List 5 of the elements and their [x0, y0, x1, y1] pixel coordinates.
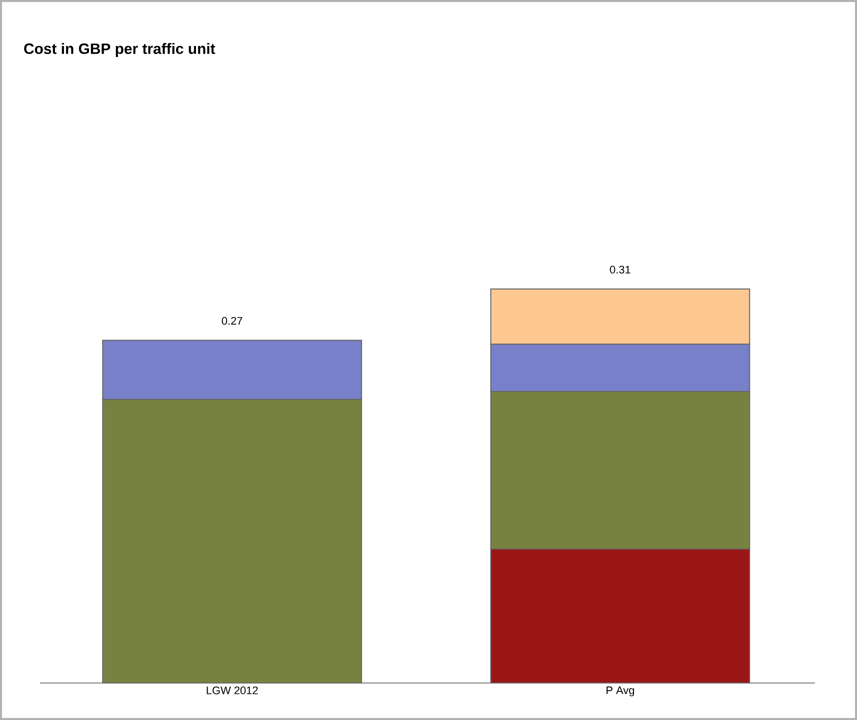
x-tick-label: P Avg: [606, 686, 634, 696]
x-tick-label: LGW 2012: [206, 686, 258, 694]
annotation: 0.27: [222, 316, 242, 325]
annotation: 0.31: [610, 266, 630, 274]
chart-title: Cost in GBP per traffic unit: [24, 43, 216, 57]
